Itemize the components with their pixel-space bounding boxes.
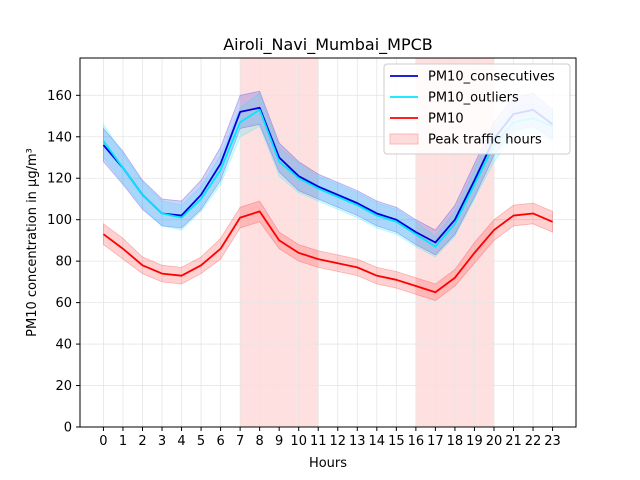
legend-label: PM10_consecutives xyxy=(428,70,555,85)
x-tick-label: 15 xyxy=(388,434,405,449)
x-tick-label: 8 xyxy=(256,434,264,449)
legend: PM10_consecutives PM10_outliers PM10 Peak t… xyxy=(383,63,571,155)
x-tick-label: 10 xyxy=(290,434,307,449)
x-tick-label: 2 xyxy=(138,434,146,449)
y-tick-label: 20 xyxy=(55,379,72,394)
x-tick-label: 3 xyxy=(158,434,166,449)
x-tick-label: 12 xyxy=(329,434,346,449)
y-axis-ticks: 0 20 40 60 80 100 120 140 160 xyxy=(47,89,80,436)
x-axis-ticks: 0 1 2 3 4 5 6 7 8 9 10 11 12 13 14 15 16 17 18 19 20 21 22 23 xyxy=(99,427,561,449)
legend-label: PM10 xyxy=(428,112,464,127)
x-tick-label: 4 xyxy=(177,434,185,449)
x-tick-label: 14 xyxy=(369,434,386,449)
x-tick-label: 21 xyxy=(505,434,522,449)
chart-title: Airoli_Navi_Mumbai_MPCB xyxy=(223,35,433,55)
series-line-PM10 xyxy=(102,210,553,294)
x-tick-label: 20 xyxy=(486,434,503,449)
y-tick-label: 80 xyxy=(55,255,72,270)
y-tick-label: 140 xyxy=(47,130,72,145)
y-axis-label: PM10 concentration in µg/m³ xyxy=(25,148,40,337)
x-tick-label: 0 xyxy=(99,434,107,449)
x-axis-label: Hours xyxy=(309,456,347,471)
y-tick-label: 0 xyxy=(64,421,72,436)
plot-frame xyxy=(79,57,577,428)
x-tick-label: 1 xyxy=(119,434,127,449)
x-tick-label: 19 xyxy=(466,434,483,449)
x-tick-label: 6 xyxy=(216,434,224,449)
x-tick-label: 13 xyxy=(349,434,366,449)
y-tick-label: 120 xyxy=(47,172,72,187)
series-line-PM10_consecutives xyxy=(102,106,554,244)
x-tick-label: 17 xyxy=(427,434,444,449)
legend-swatch xyxy=(389,133,419,145)
x-tick-label: 22 xyxy=(525,434,542,449)
y-tick-label: 100 xyxy=(47,213,72,228)
y-tick-label: 40 xyxy=(55,338,72,353)
legend-box xyxy=(383,63,571,155)
y-tick-label: 160 xyxy=(47,89,72,104)
y-tick-label: 60 xyxy=(55,296,72,311)
x-tick-label: 7 xyxy=(236,434,244,449)
ci-band-PM10 xyxy=(103,200,553,301)
x-tick-label: 5 xyxy=(197,434,205,449)
x-tick-label: 9 xyxy=(275,434,283,449)
x-tick-label: 23 xyxy=(544,434,561,449)
series-line-PM10_outliers xyxy=(102,108,553,248)
x-tick-label: 18 xyxy=(447,434,464,449)
x-tick-label: 11 xyxy=(310,434,327,449)
series-lines xyxy=(102,106,554,294)
x-tick-label: 16 xyxy=(408,434,425,449)
legend-label: PM10_outliers xyxy=(428,91,519,106)
legend-label: Peak traffic hours xyxy=(428,133,542,148)
